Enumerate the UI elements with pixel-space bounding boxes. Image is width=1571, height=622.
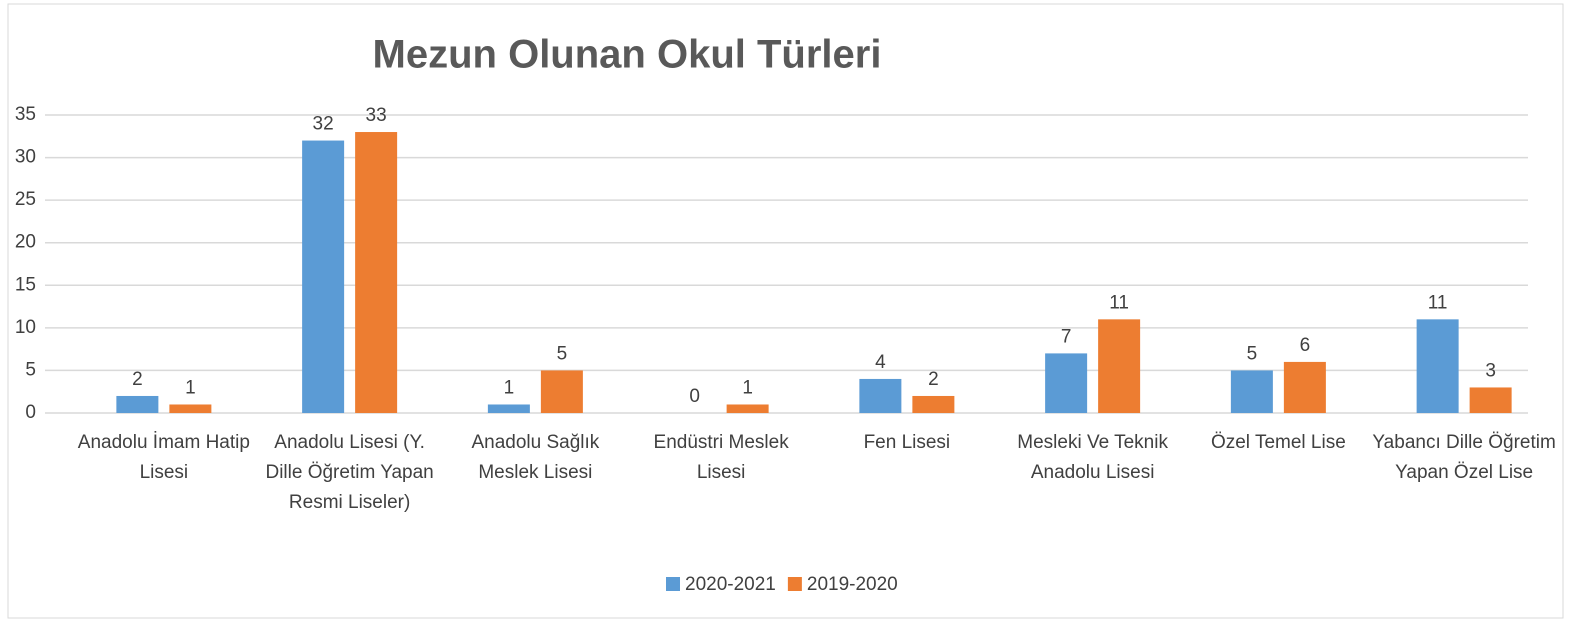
y-tick-label: 15 [15,274,36,295]
bar [1098,319,1141,413]
bar [1416,319,1459,413]
y-tick-label: 25 [15,189,36,210]
y-tick-label: 30 [15,147,36,168]
chart-border [7,3,1564,619]
y-tick-label: 0 [25,402,36,423]
data-label: 11 [1109,292,1129,313]
x-tick-label-box: Anadolu Sağlık Meslek Lisesi [471,432,600,483]
x-tick-label-box: Fen Lisesi [863,432,951,453]
x-tick-label-box: Mesleki Ve Teknik Anadolu Lisesi [1017,432,1168,483]
x-tick-label: Anadolu Sağlık Meslek Lisesi [471,432,600,483]
x-tick-label-box: Anadolu Lisesi (Y. Dille Öğretim Yapan R… [265,432,434,513]
legend-label: 2019-2020 [807,574,898,595]
bar [912,395,955,413]
legend-swatch [787,577,802,591]
data-label: 5 [557,343,568,364]
data-label: 2 [928,369,939,390]
bar [487,404,530,413]
bar [726,404,769,413]
x-tick-label: Fen Lisesi [863,432,951,453]
x-tick-label: Yabancı Dille Öğretim Yapan Özel Lise [1372,432,1556,483]
bar [302,140,345,414]
legend-label: 2020-2021 [685,574,776,595]
data-label: 3 [1485,360,1496,381]
data-label: 7 [1061,326,1072,347]
y-tick-label: 5 [25,359,36,380]
y-tick-label: 35 [15,104,36,125]
data-label: 32 [313,114,334,135]
x-tick-label-box: Yabancı Dille Öğretim Yapan Özel Lise [1372,432,1556,483]
bar [116,395,159,413]
data-label: 0 [689,386,700,407]
data-label: 11 [1428,292,1448,313]
x-tick-label: Mesleki Ve Teknik Anadolu Lisesi [1017,432,1168,483]
bar [1045,353,1088,413]
bar [859,378,902,413]
data-label: 2 [132,369,143,390]
x-tick-label-box: Anadolu İmam Hatip Lisesi [77,432,250,483]
x-tick-label: Anadolu İmam Hatip Lisesi [77,432,250,483]
legend-swatch [666,577,680,591]
bar [1230,370,1273,413]
legend: 2020-2021 2019-2020 [666,574,898,595]
x-tick-label-box: Özel Temel Lise [1210,432,1346,453]
x-tick-label: Anadolu Lisesi (Y. Dille Öğretim Yapan R… [265,432,434,513]
data-label: 6 [1300,335,1311,356]
bar [1469,387,1512,413]
bar [1283,361,1326,413]
x-tick-label: Özel Temel Lise [1210,432,1346,453]
chart-title: Mezun Olunan Okul Türleri [373,33,882,77]
data-label: 33 [366,105,387,126]
x-tick-label-box: Endüstri Meslek Lisesi [653,432,789,483]
bar [540,370,583,413]
data-label: 1 [185,378,196,399]
data-label: 4 [875,352,886,373]
bar [355,132,398,413]
y-tick-label: 10 [15,317,36,338]
data-label: 1 [742,378,753,399]
y-tick-label: 20 [15,232,36,253]
bar [169,404,212,413]
data-label: 5 [1247,343,1258,364]
x-tick-label: Endüstri Meslek Lisesi [653,432,789,483]
data-label: 1 [504,378,515,399]
